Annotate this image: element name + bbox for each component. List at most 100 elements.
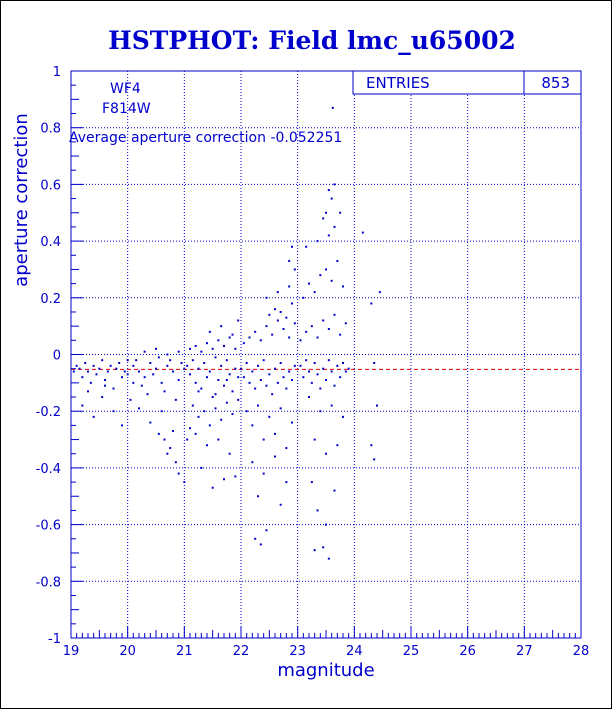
- scatter-point: [268, 415, 271, 418]
- x-tick-label: 26: [459, 644, 476, 659]
- scatter-point: [370, 302, 373, 305]
- scatter-point: [118, 362, 121, 365]
- scatter-point: [265, 325, 268, 328]
- scatter-point: [248, 381, 251, 384]
- scatter-point: [237, 376, 240, 379]
- scatter-point: [189, 373, 191, 376]
- scatter-point: [203, 362, 206, 365]
- x-tick-label: 19: [63, 644, 80, 659]
- scatter-point: [342, 285, 344, 288]
- scatter-point: [291, 245, 293, 248]
- scatter-point: [330, 197, 333, 200]
- stats-box: ENTRIES 853: [352, 70, 582, 95]
- scatter-point: [268, 373, 271, 376]
- scatter-point: [132, 364, 135, 367]
- scatter-point: [174, 461, 177, 464]
- scatter-point: [279, 503, 282, 506]
- scatter-point: [305, 359, 308, 362]
- scatter-point: [330, 279, 333, 282]
- scatter-point: [325, 268, 327, 271]
- scatter-point: [254, 537, 257, 540]
- scatter-point: [157, 432, 160, 435]
- y-tick-label: -1: [48, 632, 61, 647]
- scatter-point: [333, 225, 336, 228]
- scatter-point: [336, 364, 339, 367]
- scatter-point: [75, 364, 78, 367]
- scatter-point: [72, 370, 75, 373]
- scatter-point: [138, 370, 140, 373]
- x-tick-label: 25: [403, 644, 420, 659]
- scatter-point: [112, 387, 115, 390]
- scatter-point: [285, 316, 288, 319]
- scatter-point: [197, 367, 200, 370]
- scatter-point: [313, 362, 316, 365]
- scatter-point: [254, 387, 257, 390]
- scatter-point: [228, 452, 231, 455]
- scatter-point: [200, 466, 203, 469]
- x-axis-label: magnitude: [277, 660, 374, 681]
- scatter-point: [206, 376, 208, 379]
- scatter-point: [336, 444, 339, 447]
- scatter-point: [214, 393, 217, 396]
- scatter-point: [259, 339, 262, 342]
- scatter-point: [293, 268, 296, 271]
- scatter-point: [293, 322, 296, 325]
- scatter-point: [310, 381, 313, 384]
- scatter-point: [322, 217, 325, 220]
- scatter-point: [347, 367, 350, 370]
- stats-entries-label: ENTRIES: [366, 74, 430, 92]
- scatter-point: [121, 376, 123, 379]
- average-annotation: Average aperture correction -0.052251: [69, 130, 342, 146]
- scatter-point: [234, 367, 237, 370]
- scatter-point: [279, 407, 282, 410]
- scatter-point: [81, 404, 84, 407]
- y-tick-label: 0.2: [40, 292, 61, 307]
- scatter-point: [194, 432, 197, 435]
- scatter-point: [183, 367, 186, 370]
- scatter-point: [140, 384, 143, 387]
- scatter-point: [265, 384, 268, 387]
- scatter-point: [132, 381, 135, 384]
- scatter-point: [308, 282, 310, 285]
- scatter-point: [282, 376, 285, 379]
- scatter-point: [78, 367, 81, 370]
- y-tick-label: -0.4: [36, 462, 61, 477]
- scatter-point: [214, 407, 217, 410]
- scatter-point: [191, 404, 194, 407]
- scatter-point: [378, 291, 381, 294]
- scatter-point: [254, 330, 257, 333]
- scatter-point: [217, 379, 220, 382]
- scatter-point: [342, 362, 344, 365]
- scatter-point: [123, 370, 126, 373]
- scatter-point: [225, 359, 228, 362]
- scatter-point: [84, 362, 87, 365]
- y-tick-label: -0.6: [36, 519, 61, 534]
- scatter-point: [206, 444, 208, 447]
- scatter-point: [370, 444, 373, 447]
- scatter-point: [319, 387, 322, 390]
- scatter-point: [291, 302, 293, 305]
- scatter-point: [211, 347, 214, 350]
- scatter-point: [276, 319, 279, 322]
- scatter-point: [325, 452, 327, 455]
- scatter-point: [262, 472, 265, 475]
- scatter-point: [339, 333, 342, 336]
- scatter-point: [234, 347, 237, 350]
- scatter-point: [143, 376, 146, 379]
- scatter-point: [316, 240, 319, 243]
- scatter-point: [248, 336, 251, 339]
- data-points: [72, 106, 381, 560]
- y-axis-label: aperture correction: [11, 113, 32, 287]
- scatter-point: [220, 364, 223, 367]
- scatter-point: [322, 546, 325, 549]
- scatter-point: [87, 390, 89, 393]
- scatter-point: [214, 356, 217, 359]
- scatter-point: [310, 481, 313, 484]
- scatter-point: [121, 424, 123, 427]
- scatter-point: [310, 325, 313, 328]
- y-tick-label: 0.4: [40, 235, 61, 250]
- scatter-point: [104, 379, 106, 382]
- scatter-point: [276, 291, 279, 294]
- scatter-point: [274, 308, 276, 311]
